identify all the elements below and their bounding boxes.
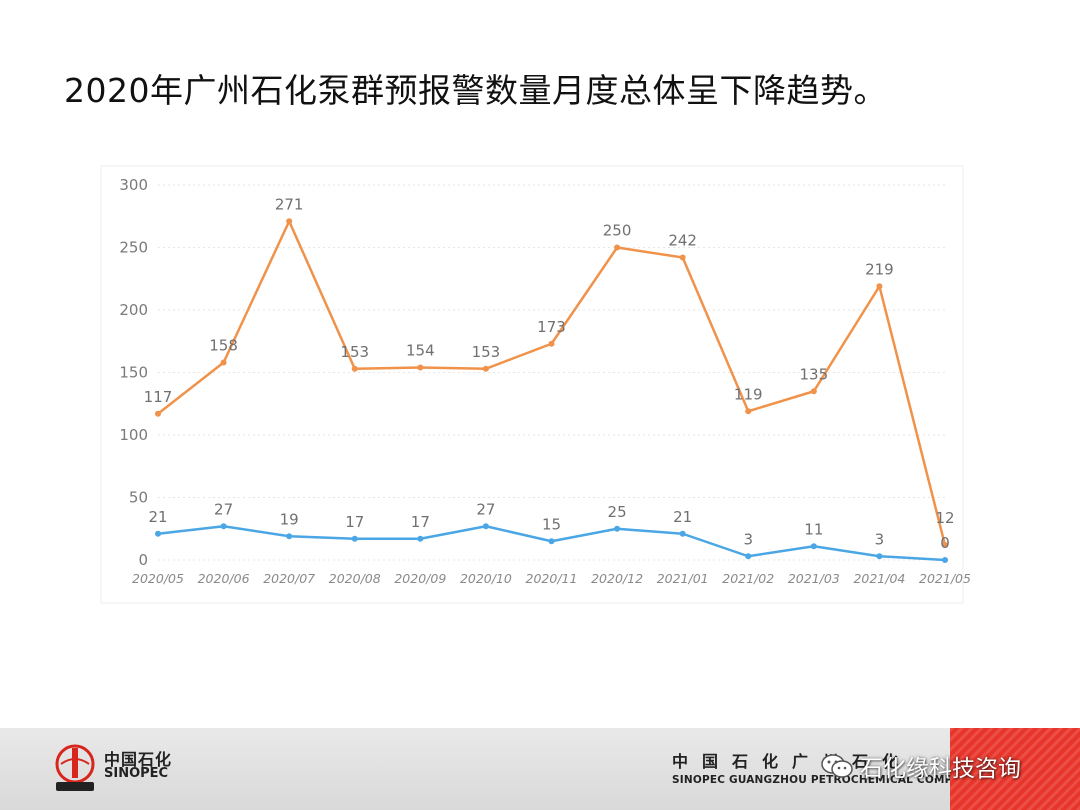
data-label: 158 (209, 337, 238, 355)
x-tick-label: 2021/03 (788, 571, 840, 586)
data-point (614, 244, 621, 251)
x-tick-label: 2020/12 (591, 571, 643, 586)
x-tick-label: 2021/05 (919, 571, 970, 586)
data-point (351, 535, 358, 542)
data-point (876, 553, 883, 560)
data-point (286, 533, 293, 540)
x-tick-label: 2020/11 (526, 571, 578, 586)
x-tick-label: 2021/02 (722, 571, 774, 586)
y-tick-label: 250 (119, 239, 148, 257)
data-point (220, 359, 227, 366)
x-tick-label: 2020/08 (329, 571, 381, 586)
data-point (482, 365, 489, 372)
data-label: 19 (280, 510, 299, 528)
data-point (351, 365, 358, 372)
data-label: 12 (935, 509, 954, 527)
watermark: 石化缘科技咨询 (820, 748, 1021, 784)
y-tick-label: 200 (119, 301, 148, 319)
data-label: 271 (275, 195, 304, 213)
data-label: 17 (411, 513, 430, 531)
data-point (745, 553, 752, 560)
data-point (810, 388, 817, 395)
data-point (482, 523, 489, 530)
data-label: 11 (804, 520, 823, 538)
footer-bar: 中国石化 SINOPEC 中国石化广州石化 SINOPEC GUANGZHOU … (0, 728, 1080, 810)
y-tick-label: 100 (119, 426, 148, 444)
x-tick-label: 2021/01 (657, 571, 709, 586)
data-point (942, 542, 948, 548)
data-point (548, 340, 555, 347)
data-point (942, 557, 948, 563)
wechat-icon (821, 754, 853, 778)
sinopec-logo-icon (55, 744, 95, 791)
line-chart: 0 50 100 150 200 250 300 2020/05 2020/06 2020/07 2… (100, 165, 970, 610)
data-label: 153 (340, 343, 369, 361)
chart-frame (100, 165, 964, 604)
x-tick-label: 2020/09 (394, 571, 446, 586)
data-label: 3 (743, 530, 753, 548)
x-tick-label: 2020/07 (263, 571, 315, 586)
watermark-text: 石化缘科技咨询 (860, 756, 1021, 782)
data-label: 242 (668, 232, 697, 250)
data-label: 25 (608, 503, 627, 521)
data-label: 117 (144, 388, 173, 406)
brand-cn: 中国石化 (104, 750, 173, 769)
data-point (614, 525, 621, 532)
data-point (417, 364, 424, 371)
data-label: 27 (476, 500, 495, 518)
data-point (679, 254, 686, 261)
page-title: 2020年广州石化泵群预报警数量月度总体呈下降趋势。 (64, 71, 887, 110)
data-label: 0 (940, 534, 950, 552)
data-point (810, 543, 817, 550)
data-point (155, 530, 161, 537)
red-brand-block (950, 728, 1080, 810)
data-point (286, 218, 293, 225)
x-tick-label: 2020/06 (198, 571, 250, 586)
data-point (155, 410, 161, 417)
data-label: 21 (673, 508, 692, 526)
data-label: 250 (603, 222, 632, 240)
data-label: 15 (542, 515, 561, 533)
data-label: 17 (345, 513, 364, 531)
data-label: 173 (537, 318, 566, 336)
data-label: 27 (214, 500, 233, 518)
data-label: 119 (734, 385, 763, 403)
x-tick-label: 2020/05 (132, 571, 184, 586)
data-label: 135 (800, 365, 829, 383)
data-point (220, 523, 227, 530)
company-name-en: SINOPEC GUANGZHOU PETROCHEMICAL COMPANY (672, 774, 977, 786)
data-point (679, 530, 686, 537)
data-label: 219 (865, 260, 894, 278)
data-point (548, 538, 555, 545)
data-label: 153 (472, 343, 501, 361)
data-label: 3 (875, 530, 885, 548)
x-tick-label: 2020/10 (460, 571, 512, 586)
y-tick-label: 0 (138, 551, 148, 569)
data-label: 21 (148, 508, 167, 526)
y-tick-label: 300 (119, 176, 148, 194)
y-tick-label: 150 (119, 364, 148, 382)
y-tick-label: 50 (129, 489, 148, 507)
brand-en: SINOPEC (104, 766, 169, 781)
data-point (745, 408, 752, 415)
data-label: 154 (406, 342, 435, 360)
data-point (876, 283, 883, 290)
x-tick-label: 2021/04 (853, 571, 905, 586)
data-point (417, 535, 424, 542)
